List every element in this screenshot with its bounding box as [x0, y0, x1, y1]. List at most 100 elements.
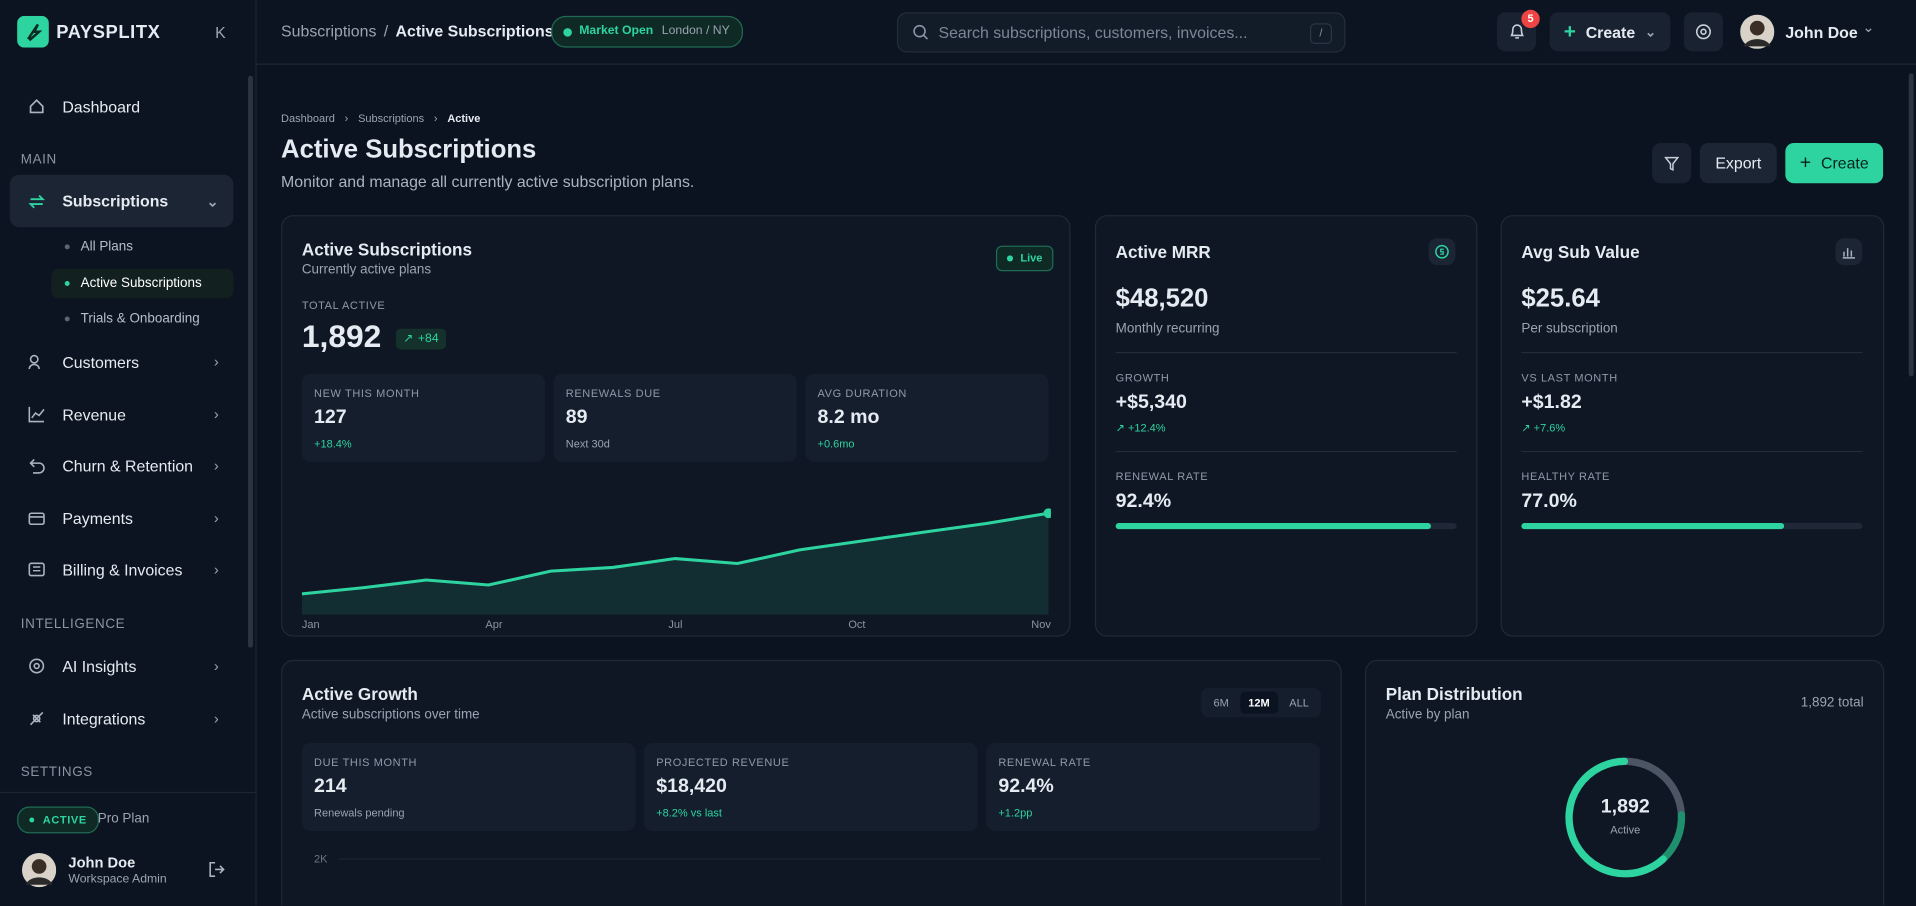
avatar[interactable] — [1740, 14, 1775, 49]
nav-item[interactable]: Subscriptions ⌄ — [9, 174, 234, 228]
crumb[interactable]: Subscriptions — [281, 21, 377, 41]
mrr-card: Active MRR $48,520 Monthly recurring GRO… — [1094, 215, 1478, 637]
sub-nav-label: Active Subscriptions — [80, 276, 202, 291]
nav-item[interactable]: Churn & Retention › — [10, 447, 234, 484]
card-subtitle: Active subscriptions over time — [301, 707, 480, 723]
range-option[interactable]: ALL — [1289, 696, 1309, 709]
stat-value: 8.2 mo — [817, 406, 880, 428]
export-button[interactable]: Export — [1699, 142, 1777, 184]
chevron: › — [213, 709, 219, 728]
metric-value: $25.64 — [1521, 284, 1600, 313]
stat-value: 92.4% — [998, 775, 1054, 797]
icon — [28, 562, 45, 577]
change-text: +84 — [417, 332, 439, 346]
filter-button[interactable] — [1652, 142, 1692, 184]
sub-nav-item[interactable]: Trials & Onboarding — [51, 304, 233, 333]
section-title: SETTINGS — [20, 764, 93, 780]
market-status: Market Open London / NY — [551, 15, 744, 48]
stat-note: +1.2pp — [998, 806, 1033, 819]
donut-segment — [1660, 811, 1686, 862]
logout-icon[interactable] — [209, 861, 225, 878]
card-icon — [1428, 238, 1456, 266]
nav-item[interactable]: AI Insights › — [10, 648, 234, 685]
note-text: +12.4% — [1127, 421, 1166, 434]
stat-label: RENEWAL RATE — [998, 756, 1091, 769]
plan-name: Pro Plan — [97, 811, 150, 827]
stat-value: 89 — [565, 406, 588, 428]
metric-value: +$5,340 — [1115, 392, 1187, 414]
scrollbar[interactable] — [248, 75, 253, 648]
total-change: ↗ +84 — [395, 328, 446, 350]
create-menu-button[interactable]: + Create ⌄ — [1549, 12, 1671, 52]
chevron: ⌄ — [206, 192, 219, 210]
bell-icon — [1509, 24, 1524, 39]
plan-status-text: ACTIVE — [42, 813, 87, 827]
card-title: Avg Sub Value — [1521, 241, 1640, 262]
user-name: John Doe — [68, 854, 136, 872]
create-button[interactable]: + Create — [1785, 142, 1884, 184]
x-tick-label: Nov — [1031, 618, 1051, 631]
ai-button[interactable] — [1683, 12, 1724, 52]
page-subtitle: Monitor and manage all currently active … — [281, 172, 695, 191]
crumb-arrow: › — [344, 112, 349, 125]
crumb-separator: / — [383, 21, 389, 41]
chevron: › — [213, 405, 219, 423]
icon — [29, 458, 45, 474]
x-tick-label: Apr — [485, 618, 503, 631]
nav-label: Revenue — [62, 405, 126, 424]
divider — [1115, 450, 1457, 453]
card-icon — [1835, 238, 1863, 266]
nav-item[interactable]: Customers › — [10, 343, 234, 380]
sub-nav-item[interactable]: All Plans — [51, 232, 233, 261]
collapse-key[interactable]: K — [215, 23, 226, 42]
nav-item[interactable]: Integrations › — [10, 700, 234, 737]
nav-label: Customers — [62, 352, 140, 371]
stat-label: DUE THIS MONTH — [314, 756, 418, 769]
icon — [29, 658, 45, 674]
stat-label: RENEWALS DUE — [565, 387, 661, 400]
sub-nav-item[interactable]: Active Subscriptions — [51, 268, 234, 299]
top-breadcrumb: Subscriptions / Active Subscriptions — [281, 22, 553, 40]
stat-tile: PROJECTED REVENUE $18,420 +8.2% vs last — [643, 742, 978, 831]
progress-track — [1521, 523, 1863, 530]
user-role: Workspace Admin — [68, 872, 167, 886]
range-option[interactable]: 6M — [1213, 696, 1229, 709]
search-placeholder: Search subscriptions, customers, invoice… — [938, 23, 1248, 42]
metric-caption: Per subscription — [1521, 321, 1618, 337]
logo-icon — [17, 15, 49, 48]
nav-item[interactable]: Revenue › — [10, 396, 234, 433]
nav-label: AI Insights — [62, 656, 137, 676]
progress-bar — [1115, 523, 1431, 530]
nav-label: Payments — [62, 508, 133, 528]
nav-item[interactable]: Billing & Invoices › — [10, 551, 234, 588]
progress-bar — [1521, 523, 1784, 530]
stat-note: Next 30d — [565, 437, 610, 450]
search-shortcut: / — [1309, 23, 1332, 44]
crumb[interactable]: Subscriptions — [358, 112, 425, 125]
user-name[interactable]: John Doe — [1785, 23, 1858, 42]
stat-note: +18.4% — [314, 437, 352, 450]
page-scrollbar[interactable] — [1908, 73, 1914, 377]
icon — [28, 406, 45, 423]
badge-text: Live — [1020, 251, 1043, 264]
x-tick-label: Oct — [848, 618, 866, 631]
stat-label: PROJECTED REVENUE — [656, 756, 790, 769]
section-title: MAIN — [20, 152, 57, 168]
search-box[interactable]: Search subscriptions, customers, invoice… — [896, 12, 1346, 53]
topbar: Subscriptions / Active Subscriptions Marke… — [256, 0, 1916, 65]
metric-caption: Monthly recurring — [1115, 321, 1220, 337]
range-option[interactable]: 12M — [1239, 691, 1279, 714]
nav-item[interactable]: Payments › — [10, 500, 234, 537]
metric-note: ↗ +12.4% — [1115, 421, 1166, 434]
total-value: 1,892 — [301, 317, 382, 355]
page-title: Active Subscriptions — [281, 135, 537, 164]
avatar[interactable] — [21, 852, 57, 889]
icon — [29, 711, 44, 726]
nav-item[interactable]: Dashboard — [10, 88, 234, 125]
chevron: › — [213, 353, 219, 371]
icon — [29, 98, 44, 114]
card-subtitle: Currently active plans — [301, 262, 432, 278]
metric-label: RENEWAL RATE — [1115, 470, 1209, 483]
crumb[interactable]: Dashboard — [281, 112, 335, 125]
